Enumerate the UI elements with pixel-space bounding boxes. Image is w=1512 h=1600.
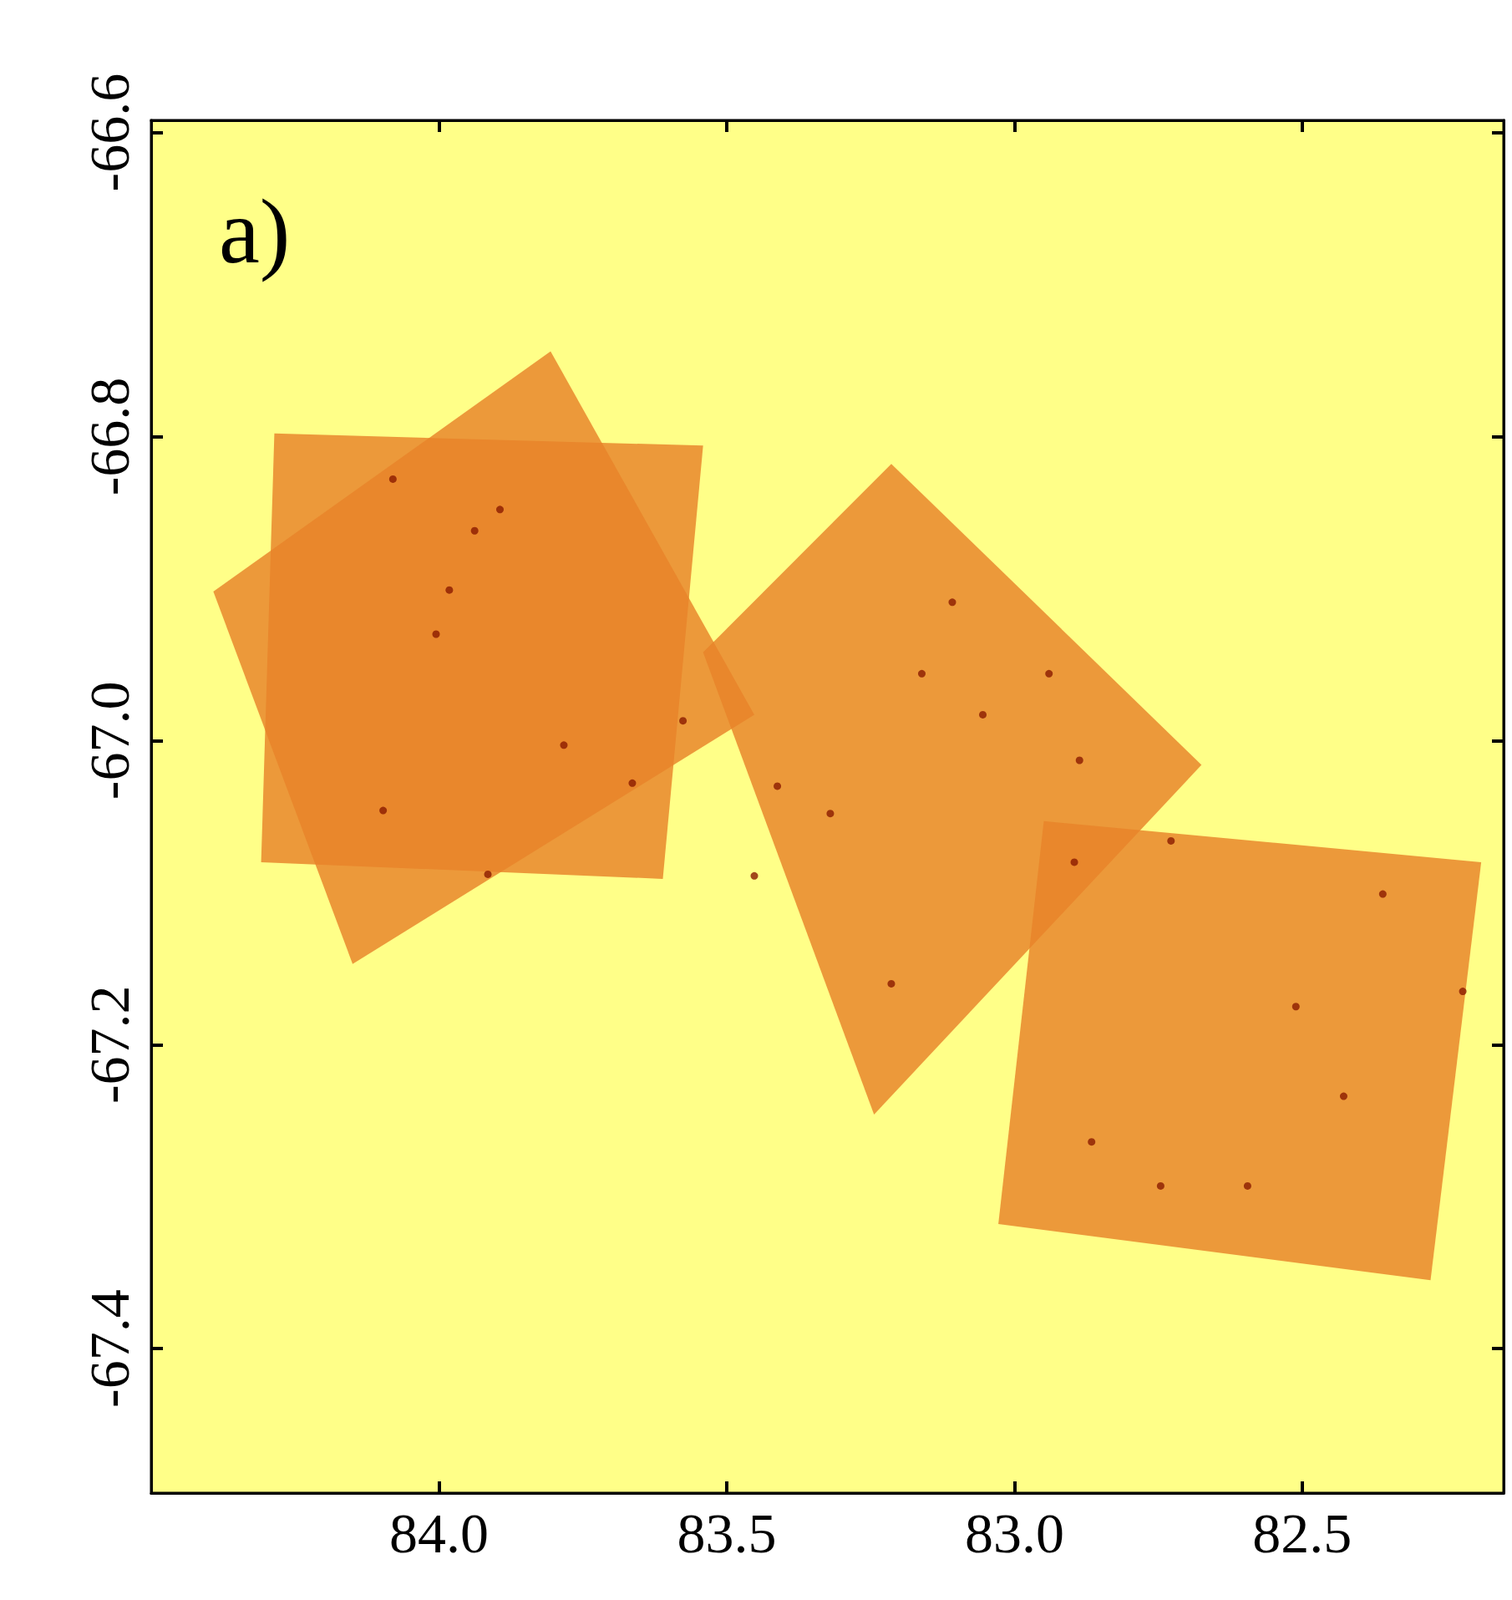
- svg-text:-67.4: -67.4: [77, 1288, 142, 1408]
- svg-text:-66.6: -66.6: [77, 73, 142, 193]
- svg-text:83.5: 83.5: [676, 1501, 777, 1565]
- svg-text:84.0: 84.0: [389, 1501, 489, 1565]
- svg-text:82.5: 82.5: [1252, 1501, 1352, 1565]
- svg-text:-66.8: -66.8: [77, 377, 142, 497]
- svg-text:-67.0: -67.0: [77, 681, 142, 801]
- svg-text:-67.2: -67.2: [77, 984, 142, 1104]
- svg-text:83.0: 83.0: [964, 1501, 1065, 1565]
- svg-text:a): a): [218, 180, 290, 283]
